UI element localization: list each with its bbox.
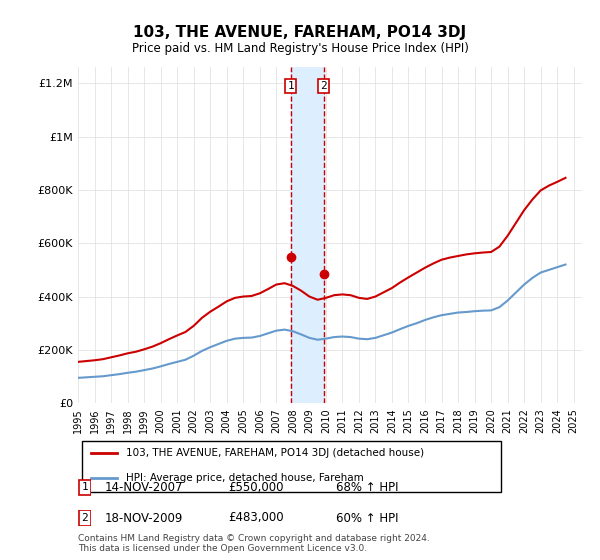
FancyBboxPatch shape [79, 479, 91, 495]
Text: 2: 2 [320, 81, 327, 91]
Text: 2: 2 [81, 513, 88, 523]
Text: Price paid vs. HM Land Registry's House Price Index (HPI): Price paid vs. HM Land Registry's House … [131, 42, 469, 55]
FancyBboxPatch shape [82, 441, 502, 492]
Text: 14-NOV-2007: 14-NOV-2007 [105, 480, 184, 494]
Bar [290, 67, 324, 403]
Text: HPI: Average price, detached house, Fareham: HPI: Average price, detached house, Fare… [125, 473, 363, 483]
Text: Contains HM Land Registry data © Crown copyright and database right 2024.
This d: Contains HM Land Registry data © Crown c… [78, 534, 430, 553]
Text: 60% ↑ HPI: 60% ↑ HPI [336, 511, 398, 525]
Text: £550,000: £550,000 [228, 480, 284, 494]
FancyBboxPatch shape [79, 511, 91, 525]
Text: 103, THE AVENUE, FAREHAM, PO14 3DJ: 103, THE AVENUE, FAREHAM, PO14 3DJ [133, 25, 467, 40]
Text: £483,000: £483,000 [228, 511, 284, 525]
Text: 103, THE AVENUE, FAREHAM, PO14 3DJ (detached house): 103, THE AVENUE, FAREHAM, PO14 3DJ (deta… [125, 448, 424, 458]
Text: 68% ↑ HPI: 68% ↑ HPI [336, 480, 398, 494]
Text: 18-NOV-2009: 18-NOV-2009 [105, 511, 184, 525]
Text: 1: 1 [287, 81, 294, 91]
Text: 1: 1 [81, 482, 88, 492]
